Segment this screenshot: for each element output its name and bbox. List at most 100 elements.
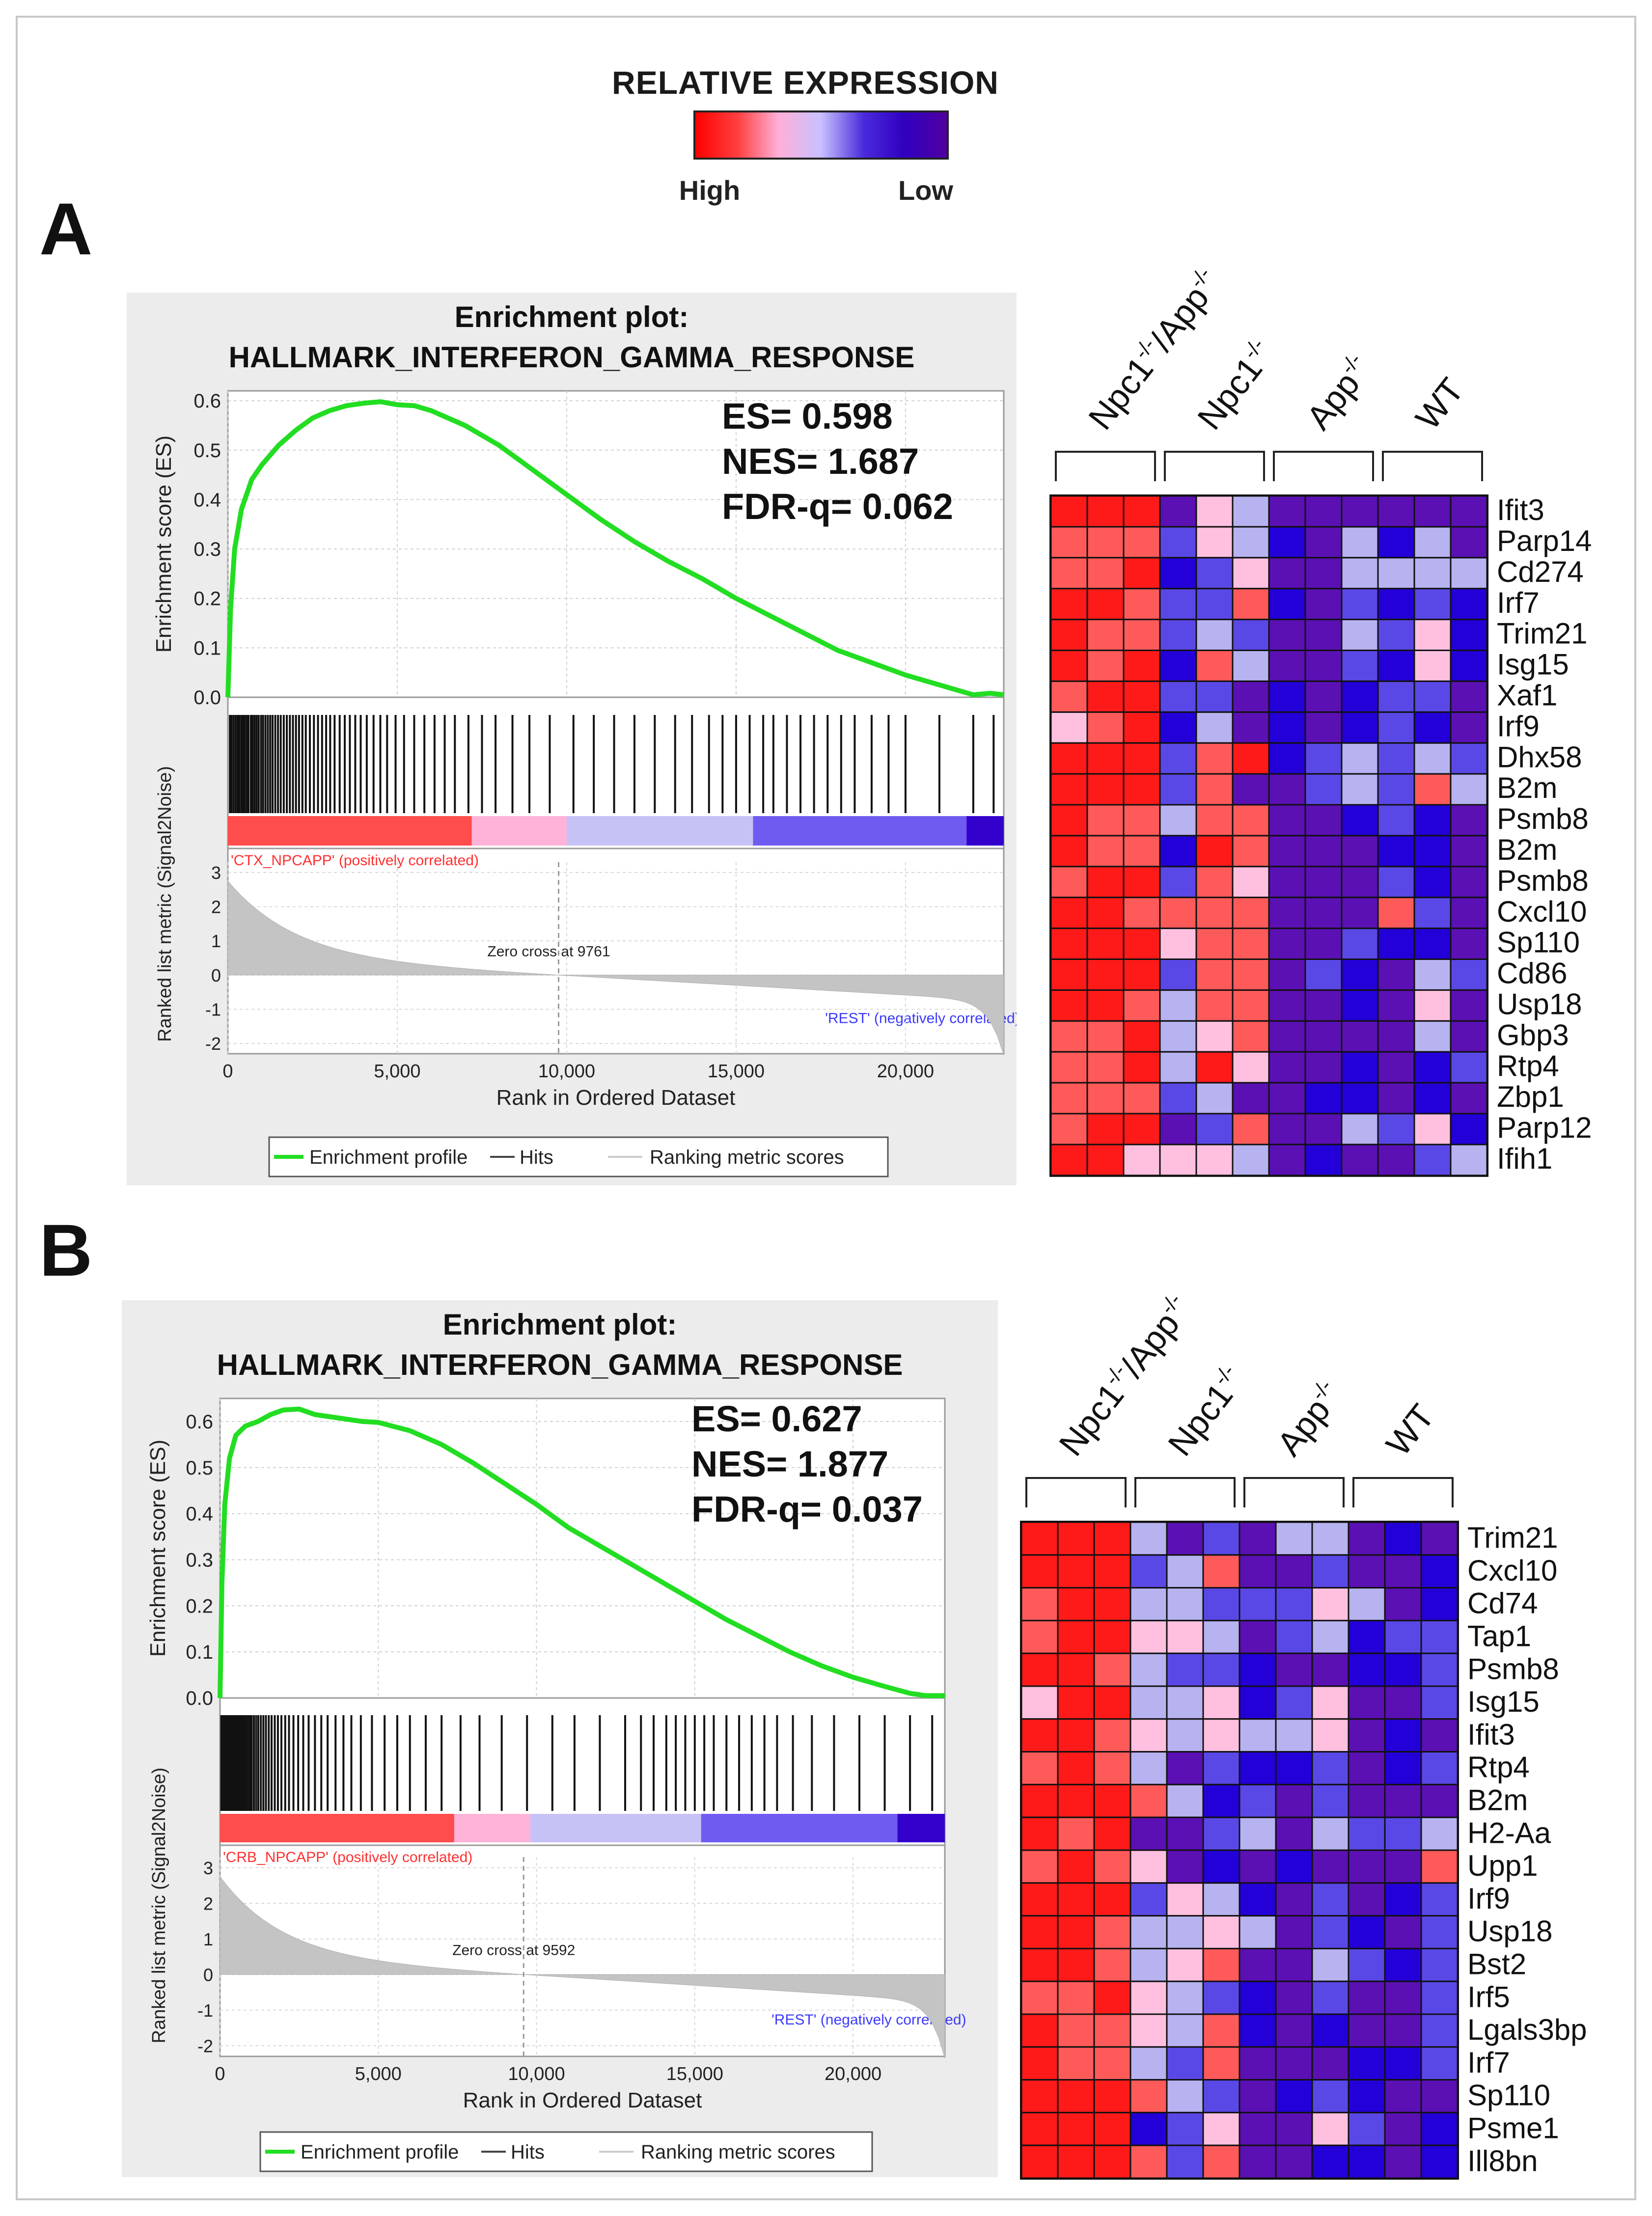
heatmap-cell: [1050, 928, 1088, 960]
heatmap-cell: [1348, 1783, 1386, 1818]
legend-item-hits: Hits: [520, 1147, 553, 1168]
heatmap-cell: [1239, 1751, 1277, 1785]
heatmap-cell: [1311, 2111, 1349, 2146]
heatmap-cell: [1086, 1082, 1125, 1115]
heatmap-cell: [1166, 1751, 1204, 1785]
plot-legend-box: [268, 1136, 889, 1177]
heatmap-cell: [1413, 897, 1452, 930]
heatmap-cell: [1129, 1849, 1168, 1884]
heatmap-cell: [1304, 773, 1343, 806]
heatmap-cell: [1057, 1718, 1095, 1753]
heatmap-cell: [1348, 1554, 1386, 1589]
heatmap-cell: [1195, 773, 1234, 806]
heatmap-cell: [1129, 1882, 1168, 1917]
heatmap-cell: [1123, 557, 1161, 590]
heatmap-cell: [1384, 1816, 1422, 1851]
group-bracket: [1164, 451, 1265, 481]
heatmap-cell: [1086, 866, 1125, 899]
heatmap-cell: [1311, 1980, 1349, 2015]
heatmap-cell: [1020, 2013, 1059, 2048]
stat-es-a: ES= 0.598: [722, 396, 893, 437]
heatmap-cell: [1166, 1816, 1204, 1851]
heatmap-cell: [1086, 711, 1125, 744]
heatmap-cell: [1384, 1980, 1422, 2015]
heatmap-cell: [1086, 588, 1125, 621]
heatmap-cell: [1123, 1113, 1161, 1146]
heatmap-cell: [1348, 1718, 1386, 1753]
heatmap-cell: [1268, 1020, 1306, 1053]
gene-label: Psmb8: [1467, 1652, 1559, 1685]
heatmap-cell: [1232, 1144, 1270, 1176]
gene-label: Isg15: [1497, 648, 1569, 681]
heatmap-cell: [1348, 1980, 1386, 2015]
gene-label: Tap1: [1467, 1620, 1531, 1653]
heatmap-cell: [1450, 650, 1488, 682]
heatmap-cell: [1057, 2046, 1095, 2081]
heatmap-cell: [1304, 958, 1343, 991]
heatmap-cell: [1304, 804, 1343, 837]
heatmap-cell: [1166, 1980, 1204, 2015]
stat-es-b: ES= 0.627: [691, 1398, 862, 1439]
heatmap-cell: [1166, 1718, 1204, 1753]
group-bracket: [1055, 451, 1156, 481]
heatmap-cell: [1050, 526, 1088, 559]
es-tick-label: 0.0: [186, 1688, 213, 1709]
heatmap-cell: [1420, 1587, 1459, 1621]
heatmap-cell: [1420, 2013, 1459, 2048]
heatmap-cell: [1420, 2144, 1459, 2179]
heatmap-cell: [1275, 1849, 1313, 1884]
metric-y-axis-label: Ranked list metric (Signal2Noise): [155, 766, 175, 1042]
gene-label: Cd274: [1497, 555, 1584, 588]
heatmap-cell: [1413, 1051, 1452, 1084]
heatmap-cell: [1093, 2046, 1131, 2081]
heatmap-cell: [1413, 650, 1452, 682]
heatmap-cell: [1311, 1652, 1349, 1687]
heatmap-cell: [1123, 897, 1161, 930]
heatmap-cell: [1093, 1587, 1131, 1621]
heatmap-cell: [1159, 588, 1197, 621]
heatmap-cell: [1020, 1619, 1059, 1654]
gene-label: Sp110: [1467, 2079, 1550, 2112]
heatmap-cell: [1020, 2046, 1059, 2081]
heatmap-cell: [1311, 1882, 1349, 1917]
heatmap-cell: [1159, 958, 1197, 991]
gsea-title-b-line1: Enrichment plot:: [442, 1308, 677, 1341]
heatmap-cell: [1195, 742, 1234, 775]
heatmap-cell: [1093, 2079, 1131, 2113]
heatmap-cell: [1275, 1619, 1313, 1654]
heatmap-cell: [1413, 742, 1452, 775]
metric-tick-label: 0: [211, 965, 221, 985]
plot-area-a: [227, 390, 1005, 1055]
heatmap-cell: [1239, 2046, 1277, 2081]
heatmap-cell: [1093, 1980, 1131, 2015]
heatmap-cell: [1377, 804, 1415, 837]
gene-label: Ill8bn: [1467, 2144, 1538, 2177]
gene-label: Cxcl10: [1467, 1554, 1557, 1587]
heatmap-cell: [1195, 526, 1234, 559]
group-label-3: WT: [1408, 371, 1471, 437]
heatmap-cell: [1268, 866, 1306, 899]
heatmap-cell: [1159, 680, 1197, 713]
heatmap-cell: [1020, 1521, 1059, 1556]
heatmap-cell: [1123, 680, 1161, 713]
heatmap-cell: [1086, 526, 1125, 559]
group-bracket: [1382, 451, 1483, 481]
heatmap-cell: [1159, 650, 1197, 682]
heatmap-cell: [1377, 835, 1415, 868]
heatmap-cell: [1093, 1718, 1131, 1753]
metric-tick-label: -1: [197, 2000, 213, 2021]
heatmap-cell: [1384, 1947, 1422, 1982]
heatmap-cell: [1159, 866, 1197, 899]
heatmap-cell: [1450, 680, 1488, 713]
heatmap-cell: [1159, 804, 1197, 837]
heatmap-cell: [1050, 557, 1088, 590]
heatmap-cell: [1450, 557, 1488, 590]
heatmap-cell: [1304, 989, 1343, 1022]
heatmap-cell: [1123, 835, 1161, 868]
heatmap-cell: [1341, 928, 1379, 960]
heatmap-cell: [1232, 773, 1270, 806]
heatmap-cell: [1377, 773, 1415, 806]
heatmap-cell: [1159, 773, 1197, 806]
heatmap-cell: [1311, 1947, 1349, 1982]
heatmap-cell: [1123, 773, 1161, 806]
